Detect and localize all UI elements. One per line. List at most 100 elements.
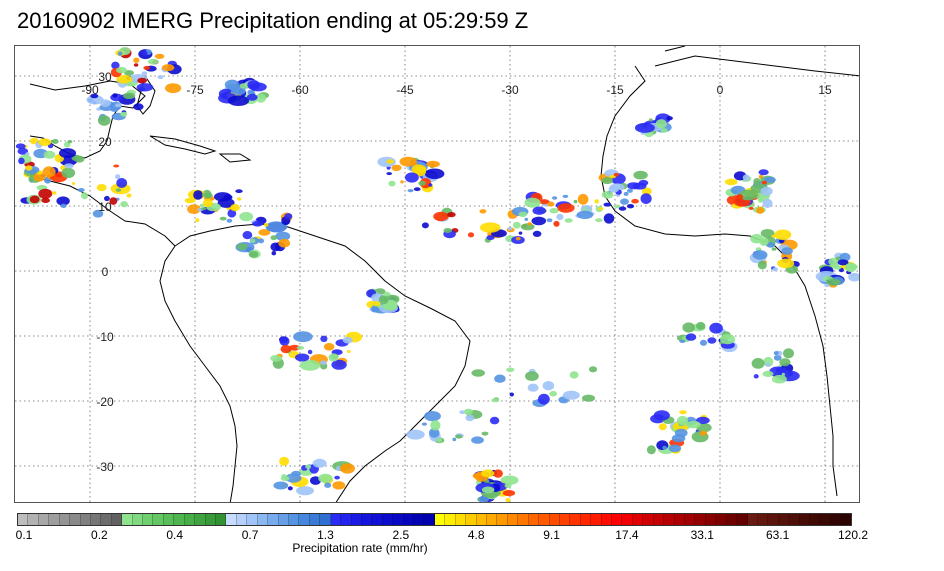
coastline-iberia: [664, 46, 686, 52]
precipitation-cell: [407, 189, 414, 193]
colorbar-swatch: [591, 514, 602, 525]
colorbar-swatch: [111, 514, 123, 525]
colorbar-swatch: [80, 514, 91, 525]
precipitation-cell: [837, 259, 849, 266]
colorbar-swatch: [341, 514, 352, 525]
latitude-label: 20: [98, 135, 112, 149]
colorbar-swatch: [90, 514, 102, 525]
colorbar-swatch: [664, 514, 675, 525]
precipitation-cell: [270, 242, 281, 252]
precipitation-cell: [771, 374, 787, 384]
precipitation-cell: [762, 370, 774, 377]
latitude-label: -20: [96, 395, 114, 409]
precipitation-cell: [230, 204, 240, 212]
colorbar-swatch: [132, 514, 144, 525]
precipitation-cell: [388, 180, 396, 187]
colorbar-swatch: [612, 514, 623, 525]
precipitation-cell: [418, 180, 426, 186]
precipitation-cell: [562, 390, 580, 400]
precipitation-cell: [231, 86, 246, 96]
precipitation-cell: [42, 166, 56, 178]
precipitation-cell: [632, 182, 647, 190]
precipitation-cell: [707, 337, 717, 344]
colorbar-swatch: [601, 514, 613, 525]
precipitation-cell: [781, 247, 793, 255]
precipitation-cell: [270, 355, 282, 362]
precipitation-cell: [219, 216, 227, 221]
precipitation-cell: [116, 75, 133, 84]
precipitation-cell: [765, 363, 771, 367]
precipitation-cell: [195, 218, 200, 222]
precipitation-cell: [391, 164, 402, 171]
colorbar-swatch: [476, 514, 487, 525]
precipitation-cell: [507, 226, 513, 231]
precipitation-cell: [549, 390, 557, 397]
precipitation-cell: [248, 251, 259, 258]
precipitation-cell: [413, 187, 421, 192]
colorbar-swatch: [507, 514, 519, 525]
colorbar-swatch: [622, 514, 633, 525]
precipitation-cell: [242, 231, 253, 240]
colorbar-swatch: [685, 514, 696, 525]
precipitation-cell: [116, 66, 127, 74]
precipitation-cell: [50, 139, 55, 143]
precipitation-cell: [742, 174, 750, 181]
precipitation-cell: [120, 201, 128, 208]
precipitation-cell: [18, 157, 25, 165]
precipitation-cell: [699, 430, 708, 436]
precipitation-cell: [258, 229, 271, 236]
precipitation-cell: [235, 189, 243, 194]
colorbar: [17, 513, 852, 526]
precipitation-layer: [15, 47, 859, 502]
colorbar-swatch: [174, 514, 185, 525]
precipitation-cell: [736, 194, 744, 200]
colorbar-tick-label: 4.8: [467, 528, 485, 542]
precipitation-cell: [143, 65, 150, 70]
colorbar-labels: 0.1 0.2 0.4 0.7 1.3 2.5 4.8 9.1 17.4 33.1 63.1 120.…: [0, 528, 944, 542]
precipitation-cell: [515, 236, 521, 241]
precipitation-cell: [122, 92, 136, 99]
colorbar-swatch: [768, 514, 779, 525]
precipitation-cell: [633, 170, 648, 180]
colorbar-swatch: [716, 514, 727, 525]
precipitation-cell: [777, 258, 795, 269]
coastline-africa: [600, 65, 838, 497]
precipitation-cell: [289, 344, 300, 351]
coastline-cuba: [149, 135, 217, 155]
precipitation-cell: [307, 349, 313, 355]
precipitation-cell: [848, 272, 859, 282]
precipitation-cell: [133, 57, 140, 63]
colorbar-tick-label: 63.1: [765, 528, 790, 542]
precipitation-cell: [753, 374, 759, 379]
precipitation-cell: [124, 70, 134, 76]
precipitation-cell: [839, 252, 851, 262]
precipitation-cell: [147, 58, 159, 65]
precipitation-cell: [33, 172, 46, 182]
colorbar-swatch: [268, 514, 279, 525]
precipitation-cell: [115, 103, 122, 108]
colorbar-swatch: [559, 514, 571, 525]
precipitation-cell: [331, 359, 347, 370]
colorbar-title: Precipitation rate (mm/hr): [292, 541, 428, 555]
longitude-label: -45: [396, 83, 414, 97]
precipitation-cell: [493, 469, 503, 478]
precipitation-cell: [752, 250, 768, 260]
colorbar-swatch: [497, 514, 508, 525]
precipitation-cell: [279, 456, 290, 466]
precipitation-cell: [464, 408, 473, 415]
precipitation-cell: [41, 197, 50, 204]
precipitation-cell: [255, 93, 267, 103]
precipitation-cell: [278, 238, 291, 248]
precipitation-cell: [133, 63, 139, 67]
colorbar-swatch: [539, 514, 550, 525]
precipitation-cell: [658, 423, 667, 431]
precipitation-cell: [136, 83, 154, 92]
precipitation-cell: [43, 150, 56, 159]
precipitation-cell: [676, 415, 689, 426]
precipitation-cell: [662, 445, 667, 450]
coastlines: [29, 46, 859, 502]
precipitation-cell: [696, 416, 710, 424]
colorbar-tick-label: 33.1: [690, 528, 714, 542]
colorbar-swatch: [236, 514, 248, 525]
colorbar-swatch: [299, 514, 310, 525]
